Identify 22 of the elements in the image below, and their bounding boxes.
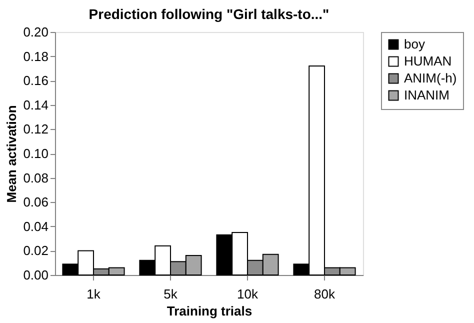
y-tick-label: 0.18: [23, 48, 48, 64]
x-tick-label: 5k: [164, 286, 178, 302]
legend-label: boy: [404, 36, 426, 52]
y-tick-label: 0.20: [23, 24, 48, 40]
y-axis-title: Mean activation: [4, 105, 20, 203]
legend-label: INANIM: [404, 88, 450, 102]
legend-label: ANIM(-h): [404, 70, 457, 86]
chart-title: Prediction following "Girl talks-to...": [88, 6, 330, 22]
y-tick-label: 0.02: [23, 243, 48, 258]
x-tick-label: 80k: [314, 286, 336, 302]
y-tick-label: 0.12: [23, 122, 48, 137]
legend-label: HUMAN: [404, 54, 452, 68]
y-tick-label: 0.14: [23, 97, 48, 112]
x-axis-title: Training trials: [166, 304, 252, 318]
x-tick-label: 1k: [86, 286, 101, 302]
y-tick-label: 0.08: [23, 170, 48, 186]
y-tick-label: 0.00: [23, 268, 48, 282]
y-tick-label: 0.16: [23, 73, 48, 88]
y-tick-label: 0.04: [23, 218, 48, 234]
x-tick-label: 10k: [237, 286, 258, 302]
y-tick-label: 0.06: [23, 194, 48, 210]
y-tick-label: 0.10: [23, 146, 48, 161]
